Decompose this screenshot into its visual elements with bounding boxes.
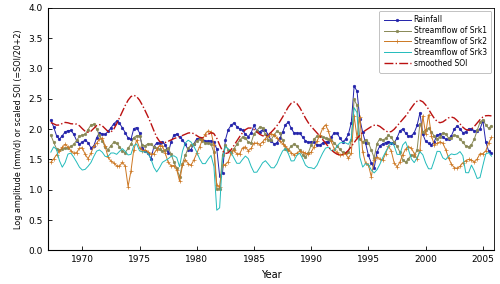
Rainfall <box>48 118 54 122</box>
smoothed SOI <box>360 131 366 134</box>
Streamflow of Srk3 <box>446 154 452 158</box>
Streamflow of Srk3 <box>422 161 428 164</box>
Streamflow of Srk3 <box>262 159 268 162</box>
Rainfall <box>360 131 366 134</box>
smoothed SOI <box>48 121 54 124</box>
Streamflow of Srk2 <box>426 113 432 116</box>
Line: Streamflow of Srk1: Streamflow of Srk1 <box>50 98 493 190</box>
Line: Streamflow of Srk3: Streamflow of Srk3 <box>51 108 492 210</box>
Rainfall <box>446 137 452 141</box>
smoothed SOI <box>422 103 428 106</box>
Streamflow of Srk2 <box>452 166 458 169</box>
Streamflow of Srk1 <box>488 124 494 127</box>
Streamflow of Srk1 <box>422 128 428 131</box>
Streamflow of Srk2 <box>480 152 486 155</box>
Streamflow of Srk1 <box>446 137 452 140</box>
Legend: Rainfall, Streamflow of Srk1, Streamflow of Srk2, Streamflow of Srk3, smoothed S: Rainfall, Streamflow of Srk1, Streamflow… <box>379 11 492 72</box>
Rainfall <box>216 174 222 178</box>
Rainfall <box>480 119 486 122</box>
Streamflow of Srk2 <box>216 185 222 189</box>
smoothed SOI <box>488 114 494 118</box>
Streamflow of Srk1 <box>360 140 366 144</box>
Line: smoothed SOI: smoothed SOI <box>51 95 492 155</box>
smoothed SOI <box>480 115 486 119</box>
Streamflow of Srk2 <box>420 114 426 118</box>
Streamflow of Srk2 <box>488 136 494 139</box>
Streamflow of Srk3 <box>360 165 366 169</box>
Rainfall <box>422 140 428 143</box>
Streamflow of Srk2 <box>357 116 363 119</box>
Streamflow of Srk3 <box>351 106 357 109</box>
Rainfall <box>262 129 268 132</box>
smoothed SOI <box>452 116 458 120</box>
smoothed SOI <box>262 134 268 138</box>
Streamflow of Srk1 <box>214 187 220 191</box>
Streamflow of Srk3 <box>488 154 494 158</box>
Rainfall <box>488 152 494 155</box>
smoothed SOI <box>337 153 343 157</box>
Streamflow of Srk1 <box>452 133 458 137</box>
Streamflow of Srk1 <box>262 133 268 136</box>
Streamflow of Srk1 <box>48 133 54 137</box>
Streamflow of Srk2 <box>262 137 268 140</box>
Line: Rainfall: Rainfall <box>50 85 493 178</box>
Rainfall <box>452 128 458 131</box>
Streamflow of Srk3 <box>48 151 54 154</box>
Streamflow of Srk1 <box>480 118 486 121</box>
Y-axis label: Log amplitude (mm/d) or scaled SOI (=SOI/20+2): Log amplitude (mm/d) or scaled SOI (=SOI… <box>14 29 23 229</box>
Streamflow of Srk3 <box>214 208 220 212</box>
Streamflow of Srk2 <box>446 156 452 160</box>
Streamflow of Srk3 <box>480 164 486 167</box>
X-axis label: Year: Year <box>261 270 281 280</box>
Streamflow of Srk2 <box>48 161 54 164</box>
smoothed SOI <box>446 116 452 120</box>
Streamflow of Srk1 <box>351 98 357 101</box>
Line: Streamflow of Srk2: Streamflow of Srk2 <box>49 113 493 189</box>
smoothed SOI <box>131 94 137 97</box>
Streamflow of Srk3 <box>452 153 458 156</box>
Rainfall <box>351 85 357 88</box>
